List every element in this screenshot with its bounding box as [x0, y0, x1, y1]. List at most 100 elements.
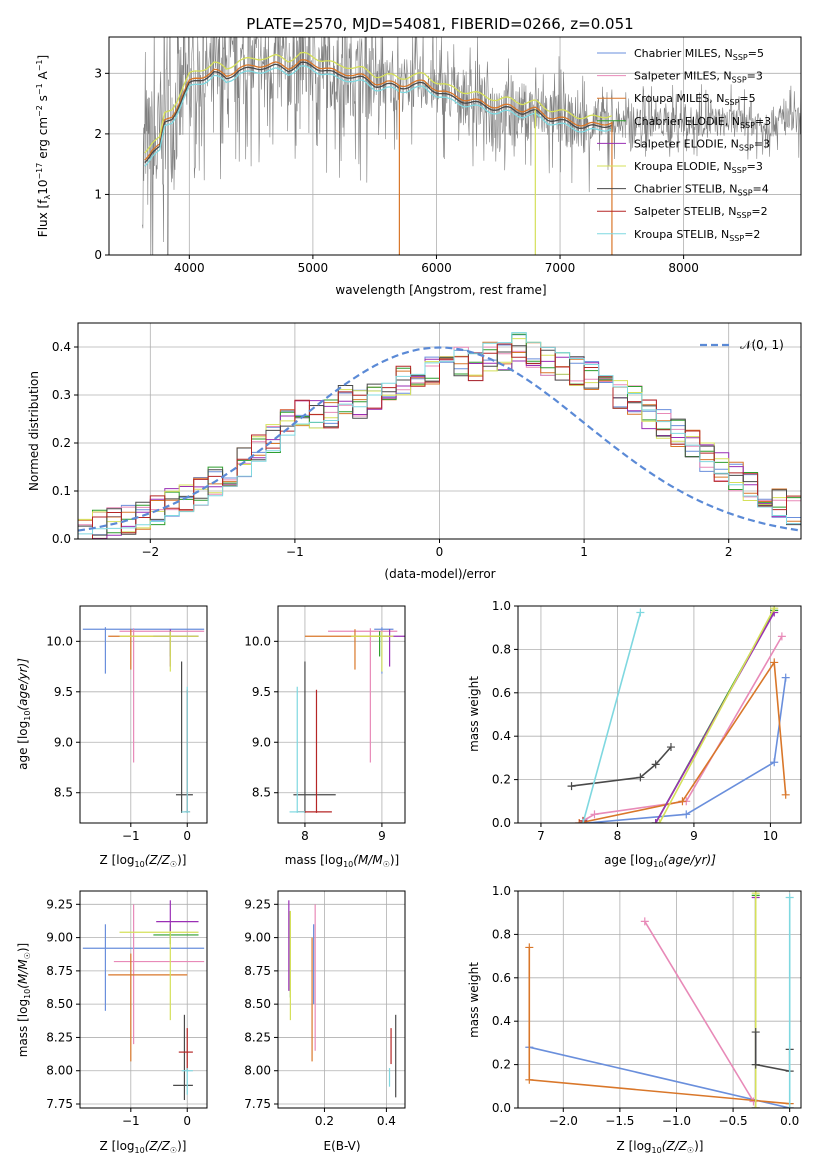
label-part: SSP — [740, 121, 755, 130]
y-tick-label: 9.25 — [46, 897, 73, 911]
label-part: age [log — [16, 721, 30, 770]
mw-z-marker — [751, 1060, 760, 1069]
mw-age-marker — [678, 797, 687, 806]
label-part: Kroupa MILES, N — [634, 92, 724, 105]
mw-age-panel: 7 8 9 10 0.0 0.2 0.4 0.6 0.8 1.0 — [492, 599, 802, 843]
label-part: )] — [694, 1139, 703, 1153]
y-tick-label: 8.00 — [46, 1064, 73, 1078]
mw-age-marker — [777, 632, 786, 641]
label-part: mass [log — [16, 999, 30, 1057]
x-tick-label: 7 — [537, 829, 545, 843]
plot-area — [525, 891, 794, 1108]
label-part: (M/M — [353, 853, 383, 867]
x-tick-label: −2 — [141, 545, 159, 559]
y-tick-label: 8.00 — [244, 1064, 271, 1078]
label-part: 10 — [135, 860, 145, 869]
y-tick-label: 8.25 — [244, 1030, 271, 1044]
figure-title: PLATE=2570, MJD=54081, FIBERID=0266, z=0… — [246, 15, 633, 33]
x-tick-label: 4000 — [174, 261, 205, 275]
label-part: 10 — [653, 860, 663, 869]
x-tick-label: −1.5 — [605, 1114, 634, 1128]
label-part: 10 — [343, 860, 353, 869]
label-part: ☉ — [23, 952, 32, 959]
age-mass-panel: 8 9 8.5 9.0 9.5 10.0 — [244, 605, 406, 843]
label-part: 10 — [36, 180, 50, 195]
x-tick-label: 0 — [183, 1114, 191, 1128]
x-tick-label: 8 — [614, 829, 622, 843]
y-tick-label: 8.50 — [46, 997, 73, 1011]
age-mass-xlabel: mass [log10​(M/M☉​)] — [285, 853, 400, 869]
label-part: 10 — [23, 711, 32, 721]
x-tick-label: −1 — [122, 829, 140, 843]
label-part: age [log — [604, 853, 653, 867]
histogram-xlabel: (data-model)/error — [384, 567, 495, 581]
mw-age-marker — [579, 819, 588, 823]
axes-frame — [517, 605, 802, 824]
spectrum-legend: Chabrier MILES, NSSP​=5 Salpeter MILES, N… — [597, 47, 771, 243]
label-part: Z [log — [617, 1139, 652, 1153]
legend-entry: Kroupa MILES, NSSP​=5 — [634, 92, 756, 107]
label-part: (Z/Z — [145, 1139, 171, 1153]
y-tick-label: 9.0 — [54, 735, 73, 749]
label-part: SSP — [729, 234, 744, 243]
legend-entry: Salpeter MILES, NSSP​=3 — [634, 70, 763, 85]
x-tick-label: 8 — [301, 829, 309, 843]
mw-age-marker — [651, 760, 660, 769]
y-tick-label: 0.0 — [492, 816, 511, 830]
label-part: Salpeter STELIB, N — [634, 205, 736, 218]
label-part: =5 — [739, 92, 755, 105]
x-tick-label: 0.4 — [377, 1114, 396, 1128]
mw-age-xlabel: age [log10​(age/yr)] — [604, 853, 716, 869]
y-tick-label: 8.5 — [54, 786, 73, 800]
label-part: =3 — [747, 70, 763, 83]
label-part: −17 — [35, 163, 44, 180]
label-part: (age/yr)] — [16, 658, 30, 711]
y-tick-label: 0.6 — [492, 686, 511, 700]
legend-entry: Kroupa ELODIE, NSSP​=3 — [634, 160, 763, 175]
mw-z-marker — [785, 1104, 794, 1108]
mw-z-marker — [751, 891, 760, 898]
y-tick-label: 7.75 — [46, 1097, 73, 1111]
y-tick-label: 0.6 — [492, 971, 511, 985]
x-tick-label: 7000 — [545, 261, 576, 275]
spectrum-ylabel: Flux [fλ​10−17​ erg cm−2​ s−1​ A−1​] — [35, 55, 52, 237]
label-part: Flux [f — [36, 199, 50, 237]
model-spectrum-chabrier_stelib — [144, 61, 613, 164]
label-part: −2 — [35, 105, 44, 117]
mw-z-line-chabrier_stelib — [754, 1032, 791, 1073]
y-tick-label: 0.1 — [52, 484, 71, 498]
y-tick-label: 1 — [94, 187, 102, 201]
legend-entry: Chabrier STELIB, NSSP​=4 — [634, 183, 769, 198]
mw-z-marker — [785, 893, 794, 902]
grid — [278, 891, 405, 1108]
x-tick-label: 9 — [378, 829, 386, 843]
y-tick-label: 9.0 — [252, 735, 271, 749]
y-tick-label: 7.75 — [244, 1097, 271, 1111]
axes-frame — [277, 890, 406, 1109]
plot-area — [82, 627, 205, 813]
mw-age-marker — [781, 673, 790, 682]
mw-age-marker — [770, 606, 779, 613]
label-part: =4 — [753, 183, 769, 196]
label-part: 10 — [652, 1146, 662, 1155]
label-part: 10 — [23, 989, 32, 999]
grid — [80, 891, 207, 1108]
plot-area — [288, 900, 397, 1098]
y-tick-label: 0.4 — [52, 340, 71, 354]
mw-z-marker — [525, 1075, 534, 1084]
x-tick-label: 0 — [436, 545, 444, 559]
y-tick-label: 9.00 — [244, 931, 271, 945]
y-tick-label: 9.25 — [244, 897, 271, 911]
y-tick-label: 0.2 — [492, 1058, 511, 1072]
plot-area — [82, 900, 205, 1101]
label-part: Salpeter ELODIE, N — [634, 137, 739, 150]
legend-entry: Kroupa STELIB, NSSP​=2 — [634, 228, 760, 243]
label-part: ☉ — [170, 1146, 177, 1155]
plot-area — [567, 606, 790, 823]
x-tick-label: 2 — [725, 545, 733, 559]
spectrum-xlabel: wavelength [Angstrom, rest frame] — [335, 283, 546, 297]
label-part: (M/M — [16, 959, 30, 989]
label-part: Kroupa ELODIE, N — [634, 160, 732, 173]
label-part: SSP — [738, 189, 753, 198]
